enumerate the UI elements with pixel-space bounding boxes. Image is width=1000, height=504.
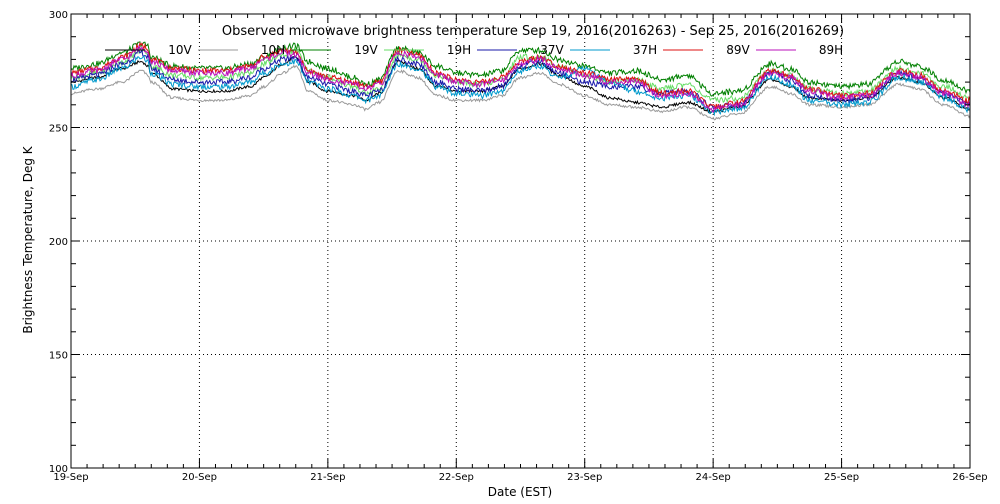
series-line-37h	[70, 55, 971, 117]
chart-title: Observed microwave brightness temperatur…	[222, 24, 844, 39]
legend-label-19v: 19V	[354, 43, 378, 57]
legend-label-10v: 10V	[168, 43, 192, 57]
series-layer	[70, 41, 971, 121]
frame-layer: 100 150 200 250 300 19-Sep 20-Sep 21-Sep 22-Sep 2…	[49, 10, 988, 483]
legend-label-10h: 10H	[261, 43, 285, 57]
plot-frame	[70, 13, 971, 469]
x-axis-label: Date (EST)	[488, 485, 552, 499]
legend-label-19h: 19H	[447, 43, 471, 57]
x-tick-label: 21-Sep	[310, 472, 345, 483]
x-tick-label: 26-Sep	[952, 472, 987, 483]
y-tick-label: 250	[49, 124, 68, 135]
series-line-10h	[70, 64, 971, 121]
y-tick-label: 150	[49, 351, 68, 362]
series-line-19v	[70, 41, 971, 97]
x-tick-label: 22-Sep	[439, 472, 474, 483]
legend-label-37h: 37H	[633, 43, 657, 57]
x-tick-label: 20-Sep	[182, 472, 217, 483]
x-tick-label: 24-Sep	[696, 472, 731, 483]
legend: 10V 10H 19V 19H 37V 37H 89V 89H	[105, 43, 843, 57]
y-tick-label: 200	[49, 237, 68, 248]
y-axis-label: Brightness Temperature, Deg K	[21, 145, 35, 333]
y-tick-label: 300	[49, 10, 68, 21]
x-tick-label: 23-Sep	[567, 472, 602, 483]
legend-label-37v: 37V	[540, 43, 564, 57]
legend-label-89v: 89V	[726, 43, 750, 57]
series-line-37v	[70, 48, 971, 111]
series-line-89h	[70, 44, 971, 113]
x-tick-label: 25-Sep	[824, 472, 859, 483]
y-tick-label: 100	[49, 464, 68, 475]
legend-label-89h: 89H	[819, 43, 843, 57]
x-tick-label: 19-Sep	[53, 472, 88, 483]
